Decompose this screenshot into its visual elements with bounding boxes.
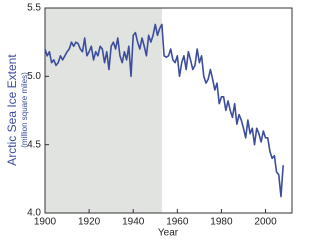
x-tick-label: 2000 [254, 217, 277, 228]
plot-frame [44, 7, 293, 214]
x-tick-label: 1920 [78, 217, 101, 228]
data-line [44, 23, 284, 198]
x-axis-title: Year [158, 228, 179, 239]
chart: Arctic Sea Ice Extent (million square mi… [5, 3, 293, 239]
x-tick-label: 1980 [210, 217, 233, 228]
y-tick-label: 5.0 [27, 71, 41, 82]
y-tick-label: 5.5 [27, 3, 41, 14]
y-axis-subtitle: (million square miles) [20, 72, 29, 148]
y-axis-title: Arctic Sea Ice Extent [5, 54, 19, 166]
y-tick-label: 4.0 [27, 208, 41, 219]
x-tick-label: 1960 [166, 217, 189, 228]
x-tick-label: 1940 [122, 217, 145, 228]
y-tick-label: 4.5 [27, 139, 41, 150]
shaded-region [45, 8, 162, 213]
x-tick-label: 1900 [34, 217, 57, 228]
